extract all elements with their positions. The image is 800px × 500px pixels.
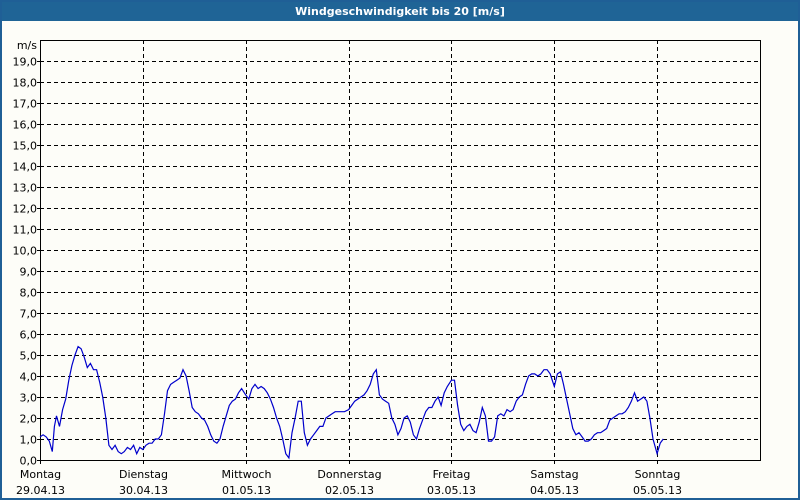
y-tick-label: 9,0 (20, 266, 38, 279)
wind-speed-line (39, 345, 664, 460)
y-tick-label: 2,0 (20, 413, 38, 426)
y-tick-label: 14,0 (13, 161, 38, 174)
y-tick-label: 19,0 (13, 56, 38, 69)
grid-lines (40, 40, 760, 460)
y-tick-label: 3,0 (20, 392, 38, 405)
y-tick-label: 0,0 (20, 455, 38, 468)
x-date-label: 30.04.13 (119, 484, 168, 497)
x-date-label: 05.05.13 (633, 484, 682, 497)
x-day-label: Freitag (433, 468, 471, 481)
x-day-label: Mittwoch (222, 468, 272, 481)
y-axis: 0,0 1,0 2,0 3,0 4,0 5,0 6,0 7,0 8,0 9,0 10,0 11,0 12… (13, 39, 40, 468)
y-tick-label: 4,0 (20, 371, 38, 384)
y-tick-label: 10,0 (13, 245, 38, 258)
y-tick-label: 6,0 (20, 329, 38, 342)
x-day-label: Montag (20, 468, 61, 481)
x-date-label: 01.05.13 (222, 484, 271, 497)
y-tick-label: 8,0 (20, 287, 38, 300)
x-date-label: 03.05.13 (427, 484, 476, 497)
x-date-label: 04.05.13 (530, 484, 579, 497)
x-day-label: Donnerstag (317, 468, 381, 481)
y-tick-label: 16,0 (13, 119, 38, 132)
y-tick-label: 13,0 (13, 182, 38, 195)
x-day-label: Samstag (530, 468, 578, 481)
x-date-label: 02.05.13 (325, 484, 374, 497)
y-tick-label: 11,0 (13, 224, 38, 237)
x-day-label: Dienstag (119, 468, 168, 481)
y-tick-label: 15,0 (13, 140, 38, 153)
y-tick-label: 12,0 (13, 203, 38, 216)
plot-border (40, 40, 761, 461)
y-tick-label: 17,0 (13, 98, 38, 111)
x-axis: Montag 29.04.13 Dienstag 30.04.13 Mittwoch 01… (16, 460, 682, 497)
y-axis-unit: m/s (17, 39, 37, 52)
y-tick-label: 18,0 (13, 77, 38, 90)
x-date-label: 29.04.13 (16, 484, 65, 497)
chart-title: Windgeschwindigkeit bis 20 [m/s] (2, 2, 798, 21)
y-tick-label: 1,0 (20, 434, 38, 447)
x-day-label: Sonntag (635, 468, 681, 481)
y-tick-label: 5,0 (20, 350, 38, 363)
y-tick-label: 7,0 (20, 308, 38, 321)
